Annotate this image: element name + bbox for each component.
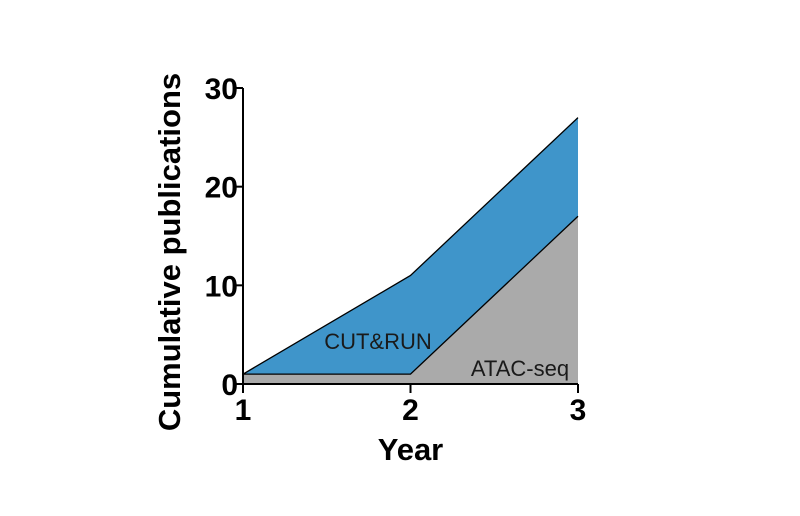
- series-label-cut-run: CUT&RUN: [324, 329, 432, 354]
- chart-areas: [243, 117, 578, 384]
- y-tick-label: 0: [221, 369, 238, 402]
- x-tick-label: 1: [235, 394, 252, 427]
- series-lines: [242, 117, 579, 375]
- line-atac-seq: [243, 215, 579, 375]
- series-label-atac-seq: ATAC-seq: [471, 356, 569, 381]
- y-tick-label: 10: [205, 270, 238, 303]
- area-atac-seq: [243, 216, 578, 384]
- y-axis-title: Cumulative publications: [152, 73, 187, 431]
- x-tick-label: 3: [570, 394, 587, 427]
- series-labels: ATAC-seq CUT&RUN: [324, 329, 569, 381]
- x-axis-title: Year: [378, 432, 444, 467]
- x-tick-label: 2: [402, 394, 419, 427]
- axis-ticks: 0 10 20 30 1 2 3: [205, 73, 587, 427]
- y-tick-label: 30: [205, 73, 238, 106]
- area-cut-run: [243, 117, 578, 375]
- y-tick-label: 20: [205, 172, 238, 205]
- line-cut-run: [242, 117, 579, 375]
